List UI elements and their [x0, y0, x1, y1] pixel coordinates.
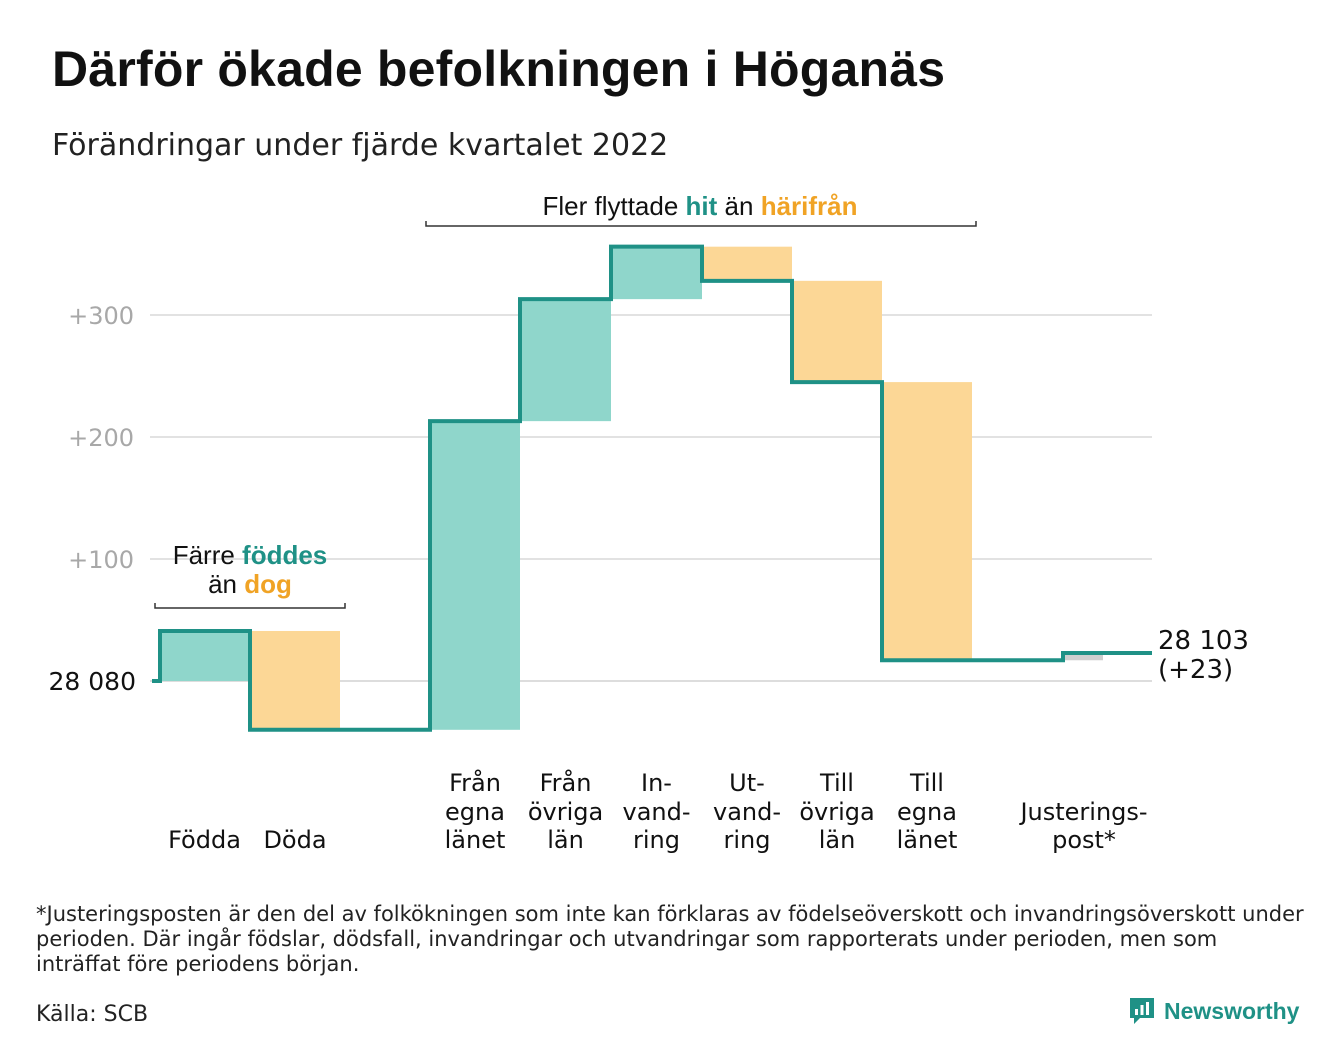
waterfall-chart: +100 +200 +300 28 080 Födda Döda Från egna länet… [49, 191, 1249, 854]
bar [250, 630, 340, 730]
running-total-line [152, 244, 1152, 732]
bar [430, 421, 520, 730]
chart-subtitle: Förändringar under fjärde kvartalet 2022 [52, 128, 669, 163]
migration-annotation: Fler flyttade hit än härifrån [542, 191, 857, 221]
x-category-label: Döda [263, 826, 326, 854]
x-category-label: Till egna länet [897, 769, 958, 854]
bar [520, 299, 611, 422]
end-value-label: 28 103 [1158, 626, 1249, 656]
brand-logo: Newsworthy [1128, 996, 1299, 1026]
bar [792, 280, 882, 383]
end-change-label: (+23) [1158, 655, 1233, 685]
start-value-label: 28 080 [49, 667, 136, 696]
births-annotation-line2: än dog [208, 569, 292, 599]
newsworthy-logo-icon [1130, 998, 1154, 1024]
x-category-label: Ut-vand-ring [713, 769, 781, 854]
y-tick-label: +200 [68, 424, 134, 452]
births-bracket [154, 603, 346, 609]
y-tick-label: +100 [68, 546, 134, 574]
footnote: *Justeringsposten är den del av folkökni… [36, 902, 1304, 976]
brand-name: Newsworthy [1164, 997, 1300, 1024]
chart-title: Därför ökade befolkningen i Höganäs [52, 41, 946, 97]
x-category-label: Från egna länet [445, 768, 506, 854]
migration-bracket [425, 221, 977, 227]
bar [611, 246, 702, 300]
x-category-label: Från övriga län [528, 768, 603, 854]
bar [882, 382, 972, 661]
x-category-label: Till övriga län [799, 769, 874, 854]
bar [160, 630, 249, 681]
x-category-label: In-vand-ring [622, 769, 690, 854]
bar [1063, 652, 1103, 661]
bar [702, 246, 792, 281]
x-category-label: Justerings-post* [1018, 798, 1147, 854]
source-label: Källa: SCB [36, 1002, 149, 1027]
x-category-label: Födda [168, 826, 241, 854]
y-tick-label: +300 [68, 302, 134, 330]
births-annotation-line1: Färre föddes [173, 540, 328, 570]
